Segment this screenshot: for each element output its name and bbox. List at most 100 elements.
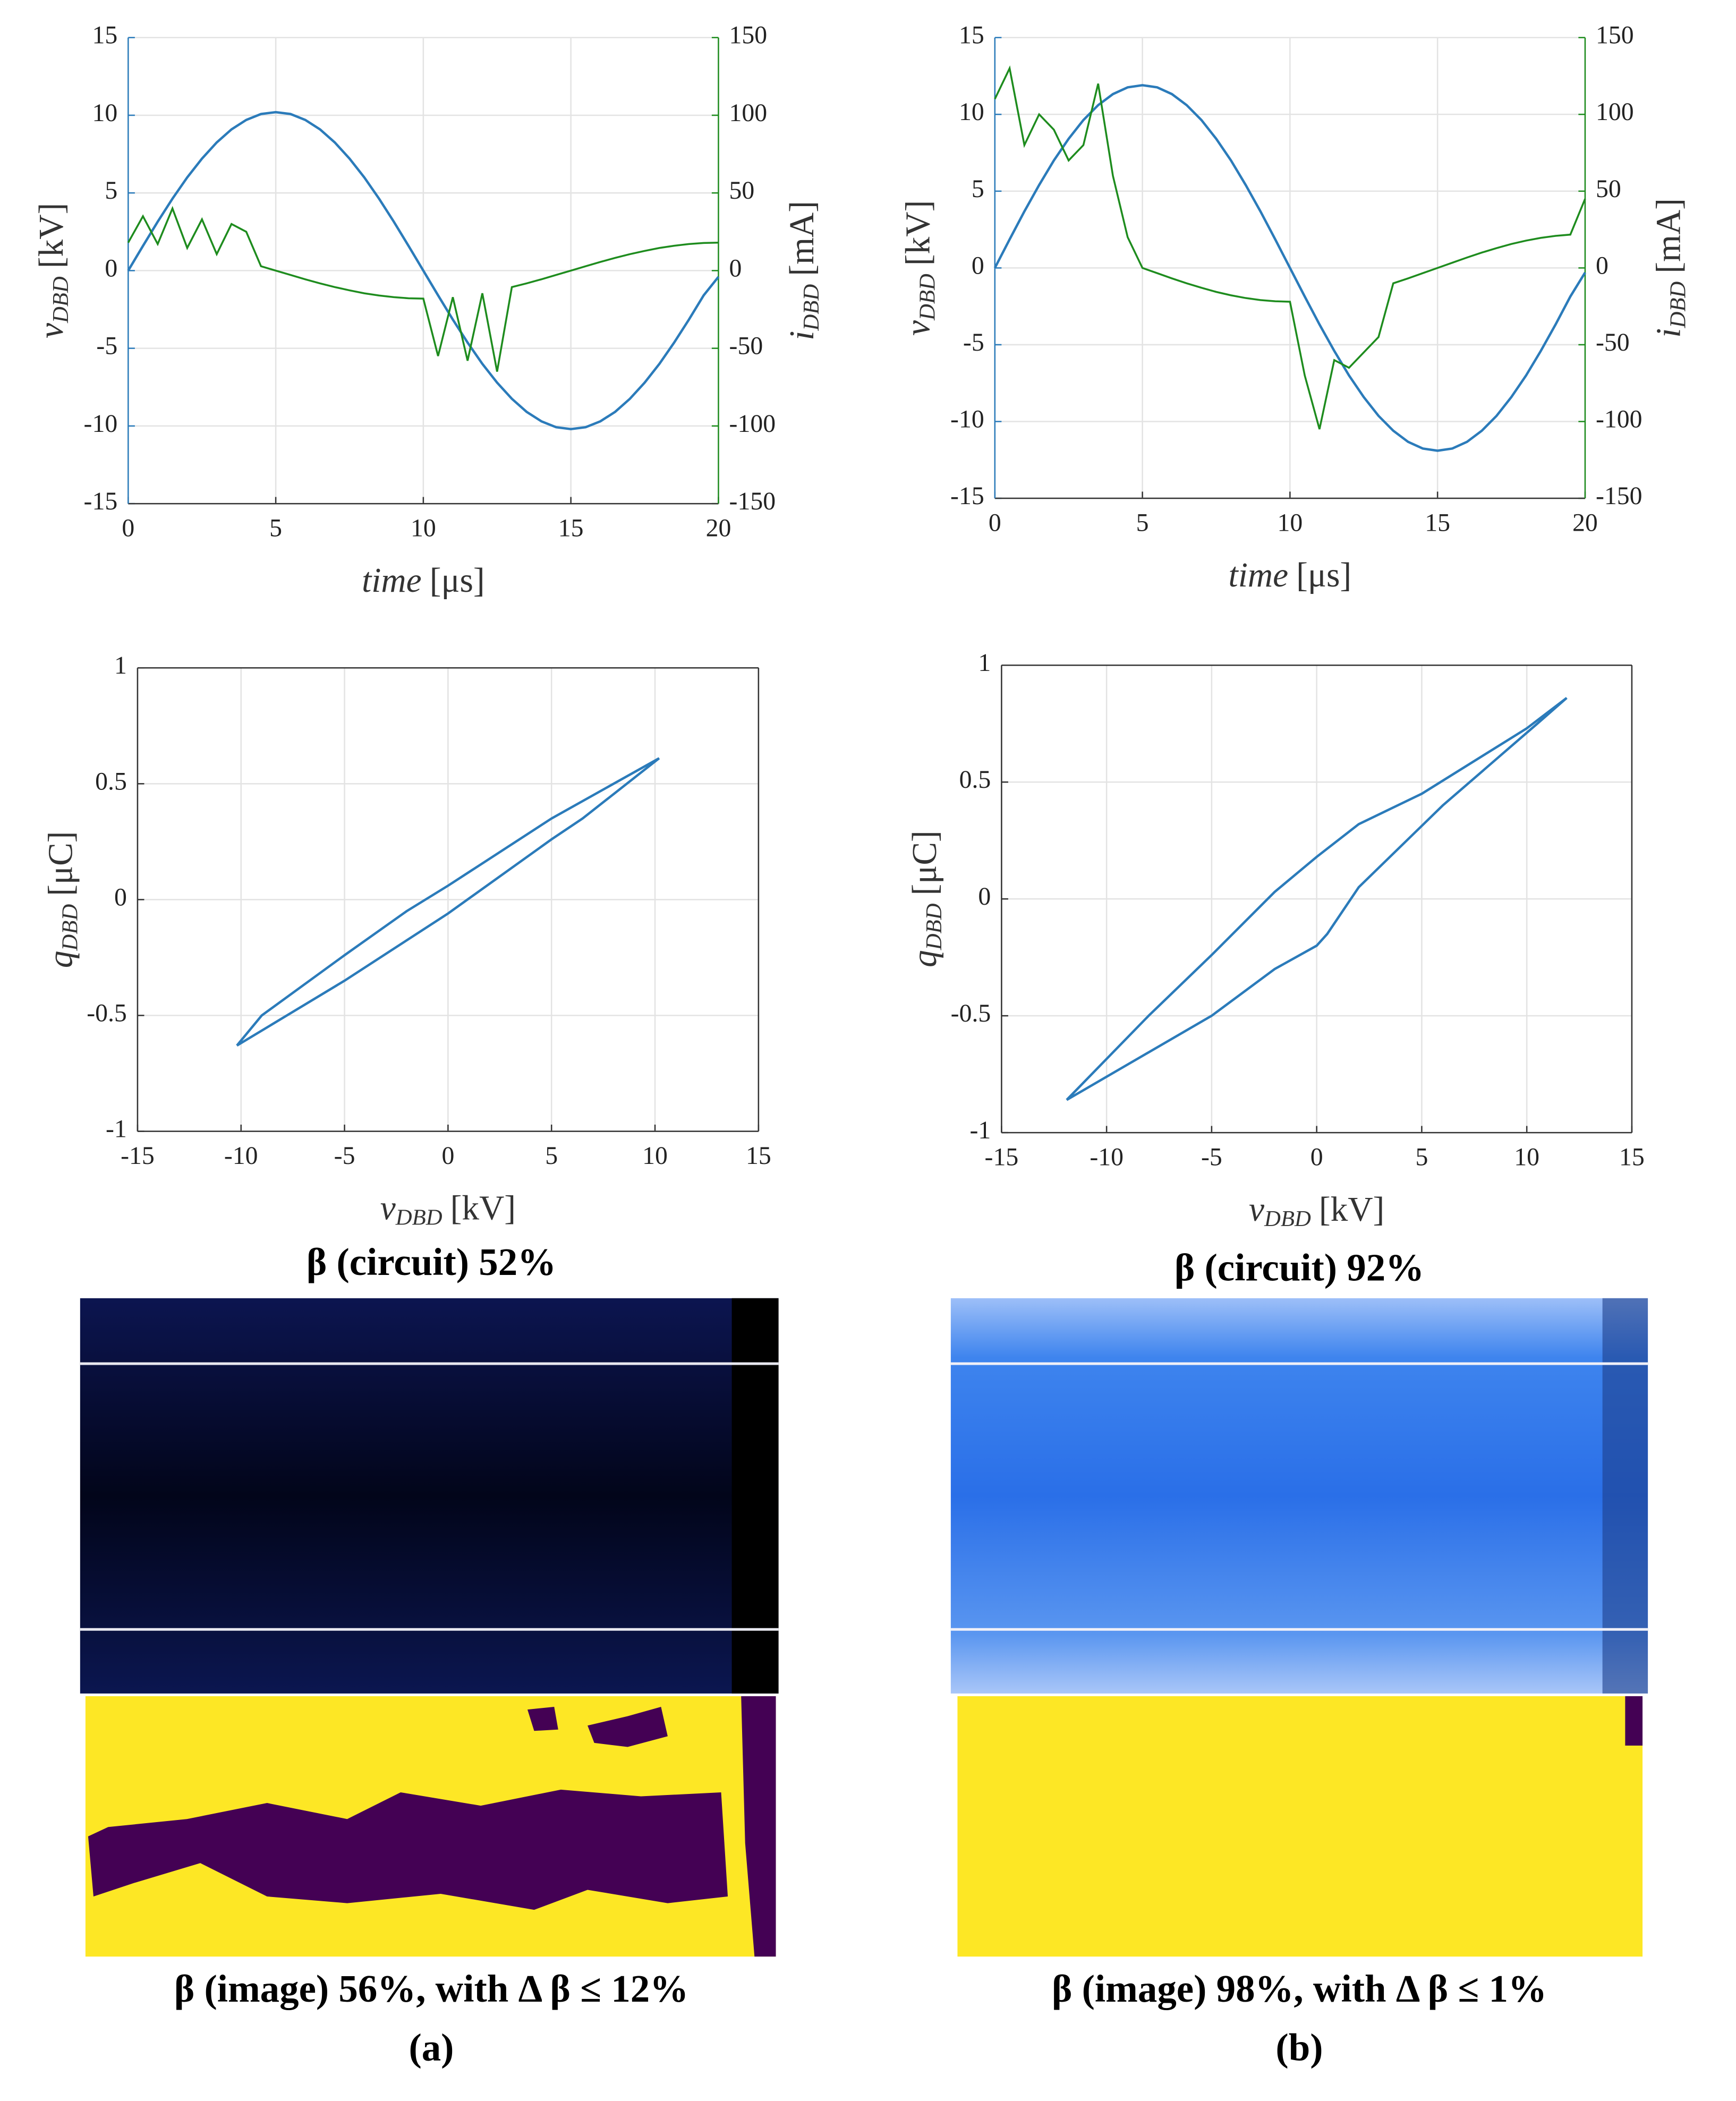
series-line <box>127 110 720 430</box>
y-tick-label: -5 <box>963 328 984 356</box>
y2-tick-label: -50 <box>729 332 763 360</box>
y2-tick-label: -100 <box>729 410 776 438</box>
axis-label-part: [μs] <box>430 562 485 600</box>
binary-map-b <box>957 1696 1643 1957</box>
series-line <box>994 65 1586 430</box>
axis-label-part: DBD <box>922 903 947 950</box>
axis-label-part: v <box>380 1189 396 1227</box>
y2-tick-label: -100 <box>1596 405 1643 433</box>
axis-label-part: DBD <box>1665 282 1690 329</box>
y2-tick-label: 0 <box>729 254 742 282</box>
axis-label-part: [kV] <box>450 1189 516 1227</box>
y2-tick-label: -50 <box>1596 328 1630 356</box>
caption: β (image) 98%, with Δ β ≤ 1% <box>1052 1967 1547 2010</box>
x-tick-label: -10 <box>1090 1143 1124 1171</box>
y-tick-label: -15 <box>84 487 118 515</box>
x-tick-label: -10 <box>224 1142 258 1170</box>
y-tick-label: 15 <box>92 21 117 49</box>
photo-a <box>80 1298 779 1694</box>
x-tick-label: 0 <box>441 1142 454 1170</box>
axis-label-part: DBD <box>58 904 83 951</box>
axis-label-part: [μs] <box>1296 556 1351 594</box>
x-tick-label: 5 <box>1136 508 1149 537</box>
x-tick-label: 10 <box>642 1142 668 1170</box>
y-tick-label: -1 <box>106 1115 127 1143</box>
x-tick-label: 0 <box>122 514 134 542</box>
series-line <box>1066 697 1568 1101</box>
y-tick-label: 0 <box>105 254 117 282</box>
axis-label-part: [kV] <box>1319 1190 1384 1229</box>
y-tick-label: -10 <box>84 410 118 438</box>
axis-label-part: DBD <box>915 274 940 321</box>
y-tick-label: -5 <box>96 332 117 360</box>
caption: β (image) 56%, with Δ β ≤ 12% <box>174 1967 688 2010</box>
axis-label-part: DBD <box>799 284 824 331</box>
x-tick-label: 15 <box>1425 508 1450 537</box>
axis-label: time [μs] <box>362 562 485 600</box>
axis-label: vDBD [kV] <box>380 1189 516 1230</box>
axis-label-part: q <box>906 950 944 967</box>
y-tick-label: 0 <box>114 883 127 911</box>
y-tick-label: -1 <box>969 1116 991 1144</box>
x-tick-label: 15 <box>558 514 584 542</box>
axis-label: vDBD [kV] <box>32 203 73 338</box>
axis-label-part: time <box>1229 556 1289 594</box>
series-line <box>993 84 1586 452</box>
axis-label-part: time <box>362 562 422 600</box>
x-tick-label: -15 <box>121 1142 155 1170</box>
x-tick-label: 0 <box>989 508 1001 537</box>
x-tick-label: 10 <box>411 514 436 542</box>
x-tick-label: 10 <box>1278 508 1303 537</box>
axis-label: vDBD [kV] <box>1249 1190 1384 1231</box>
axis-label-part: v <box>1249 1190 1265 1229</box>
axis-label-part: DBD <box>1264 1206 1311 1231</box>
panel-label: (b) <box>1275 2026 1323 2069</box>
x-tick-label: 15 <box>746 1142 771 1170</box>
axis-label-part: [kV] <box>899 200 938 266</box>
x-tick-label: 20 <box>706 514 731 542</box>
y2-tick-label: -150 <box>729 487 776 515</box>
x-tick-label: -15 <box>985 1143 1019 1171</box>
x-tick-label: 15 <box>1619 1143 1645 1171</box>
y-tick-label: -0.5 <box>87 999 127 1027</box>
axis-label: qDBD [μC] <box>906 830 947 967</box>
x-tick-label: 5 <box>269 514 282 542</box>
y-tick-label: -10 <box>950 405 984 433</box>
axis-label: time [μs] <box>1229 556 1352 594</box>
axis-label: qDBD [μC] <box>42 831 83 968</box>
y2-tick-label: 100 <box>1596 98 1634 126</box>
series-line <box>127 206 719 372</box>
y-tick-label: 5 <box>972 175 984 203</box>
x-tick-label: -5 <box>334 1142 355 1170</box>
panel-label: (a) <box>409 2026 454 2069</box>
y-tick-label: 0 <box>972 251 984 279</box>
y-tick-label: 15 <box>959 21 984 49</box>
axis-label: vDBD [kV] <box>899 200 940 336</box>
y-tick-label: 10 <box>959 98 984 126</box>
axis-label-part: i <box>783 331 821 341</box>
x-tick-label: 20 <box>1572 508 1598 537</box>
y2-tick-label: 0 <box>1596 251 1609 279</box>
y2-tick-label: 150 <box>729 21 768 49</box>
x-tick-label: 5 <box>545 1142 558 1170</box>
binary-map-a <box>85 1696 776 1957</box>
y-tick-label: -0.5 <box>951 999 991 1027</box>
axis-label-part: v <box>32 322 71 338</box>
y-tick-label: -15 <box>950 482 984 510</box>
x-tick-label: 10 <box>1514 1143 1539 1171</box>
x-tick-label: 0 <box>1310 1143 1323 1171</box>
axis-label-part: [μC] <box>906 830 944 895</box>
y-tick-label: 1 <box>114 651 127 679</box>
y-tick-label: 5 <box>105 176 117 205</box>
photo-b <box>950 1298 1648 1694</box>
axis-label-part: [mA] <box>1649 198 1688 274</box>
y-tick-label: 10 <box>92 99 117 127</box>
y2-tick-label: 50 <box>1596 175 1621 203</box>
y-tick-label: 1 <box>978 649 991 677</box>
y-tick-label: 0.5 <box>95 767 127 795</box>
caption: β (circuit) 52% <box>307 1240 556 1283</box>
y2-tick-label: 150 <box>1596 21 1634 49</box>
y2-tick-label: -150 <box>1596 482 1643 510</box>
axis-label: iDBD [mA] <box>1649 198 1690 338</box>
